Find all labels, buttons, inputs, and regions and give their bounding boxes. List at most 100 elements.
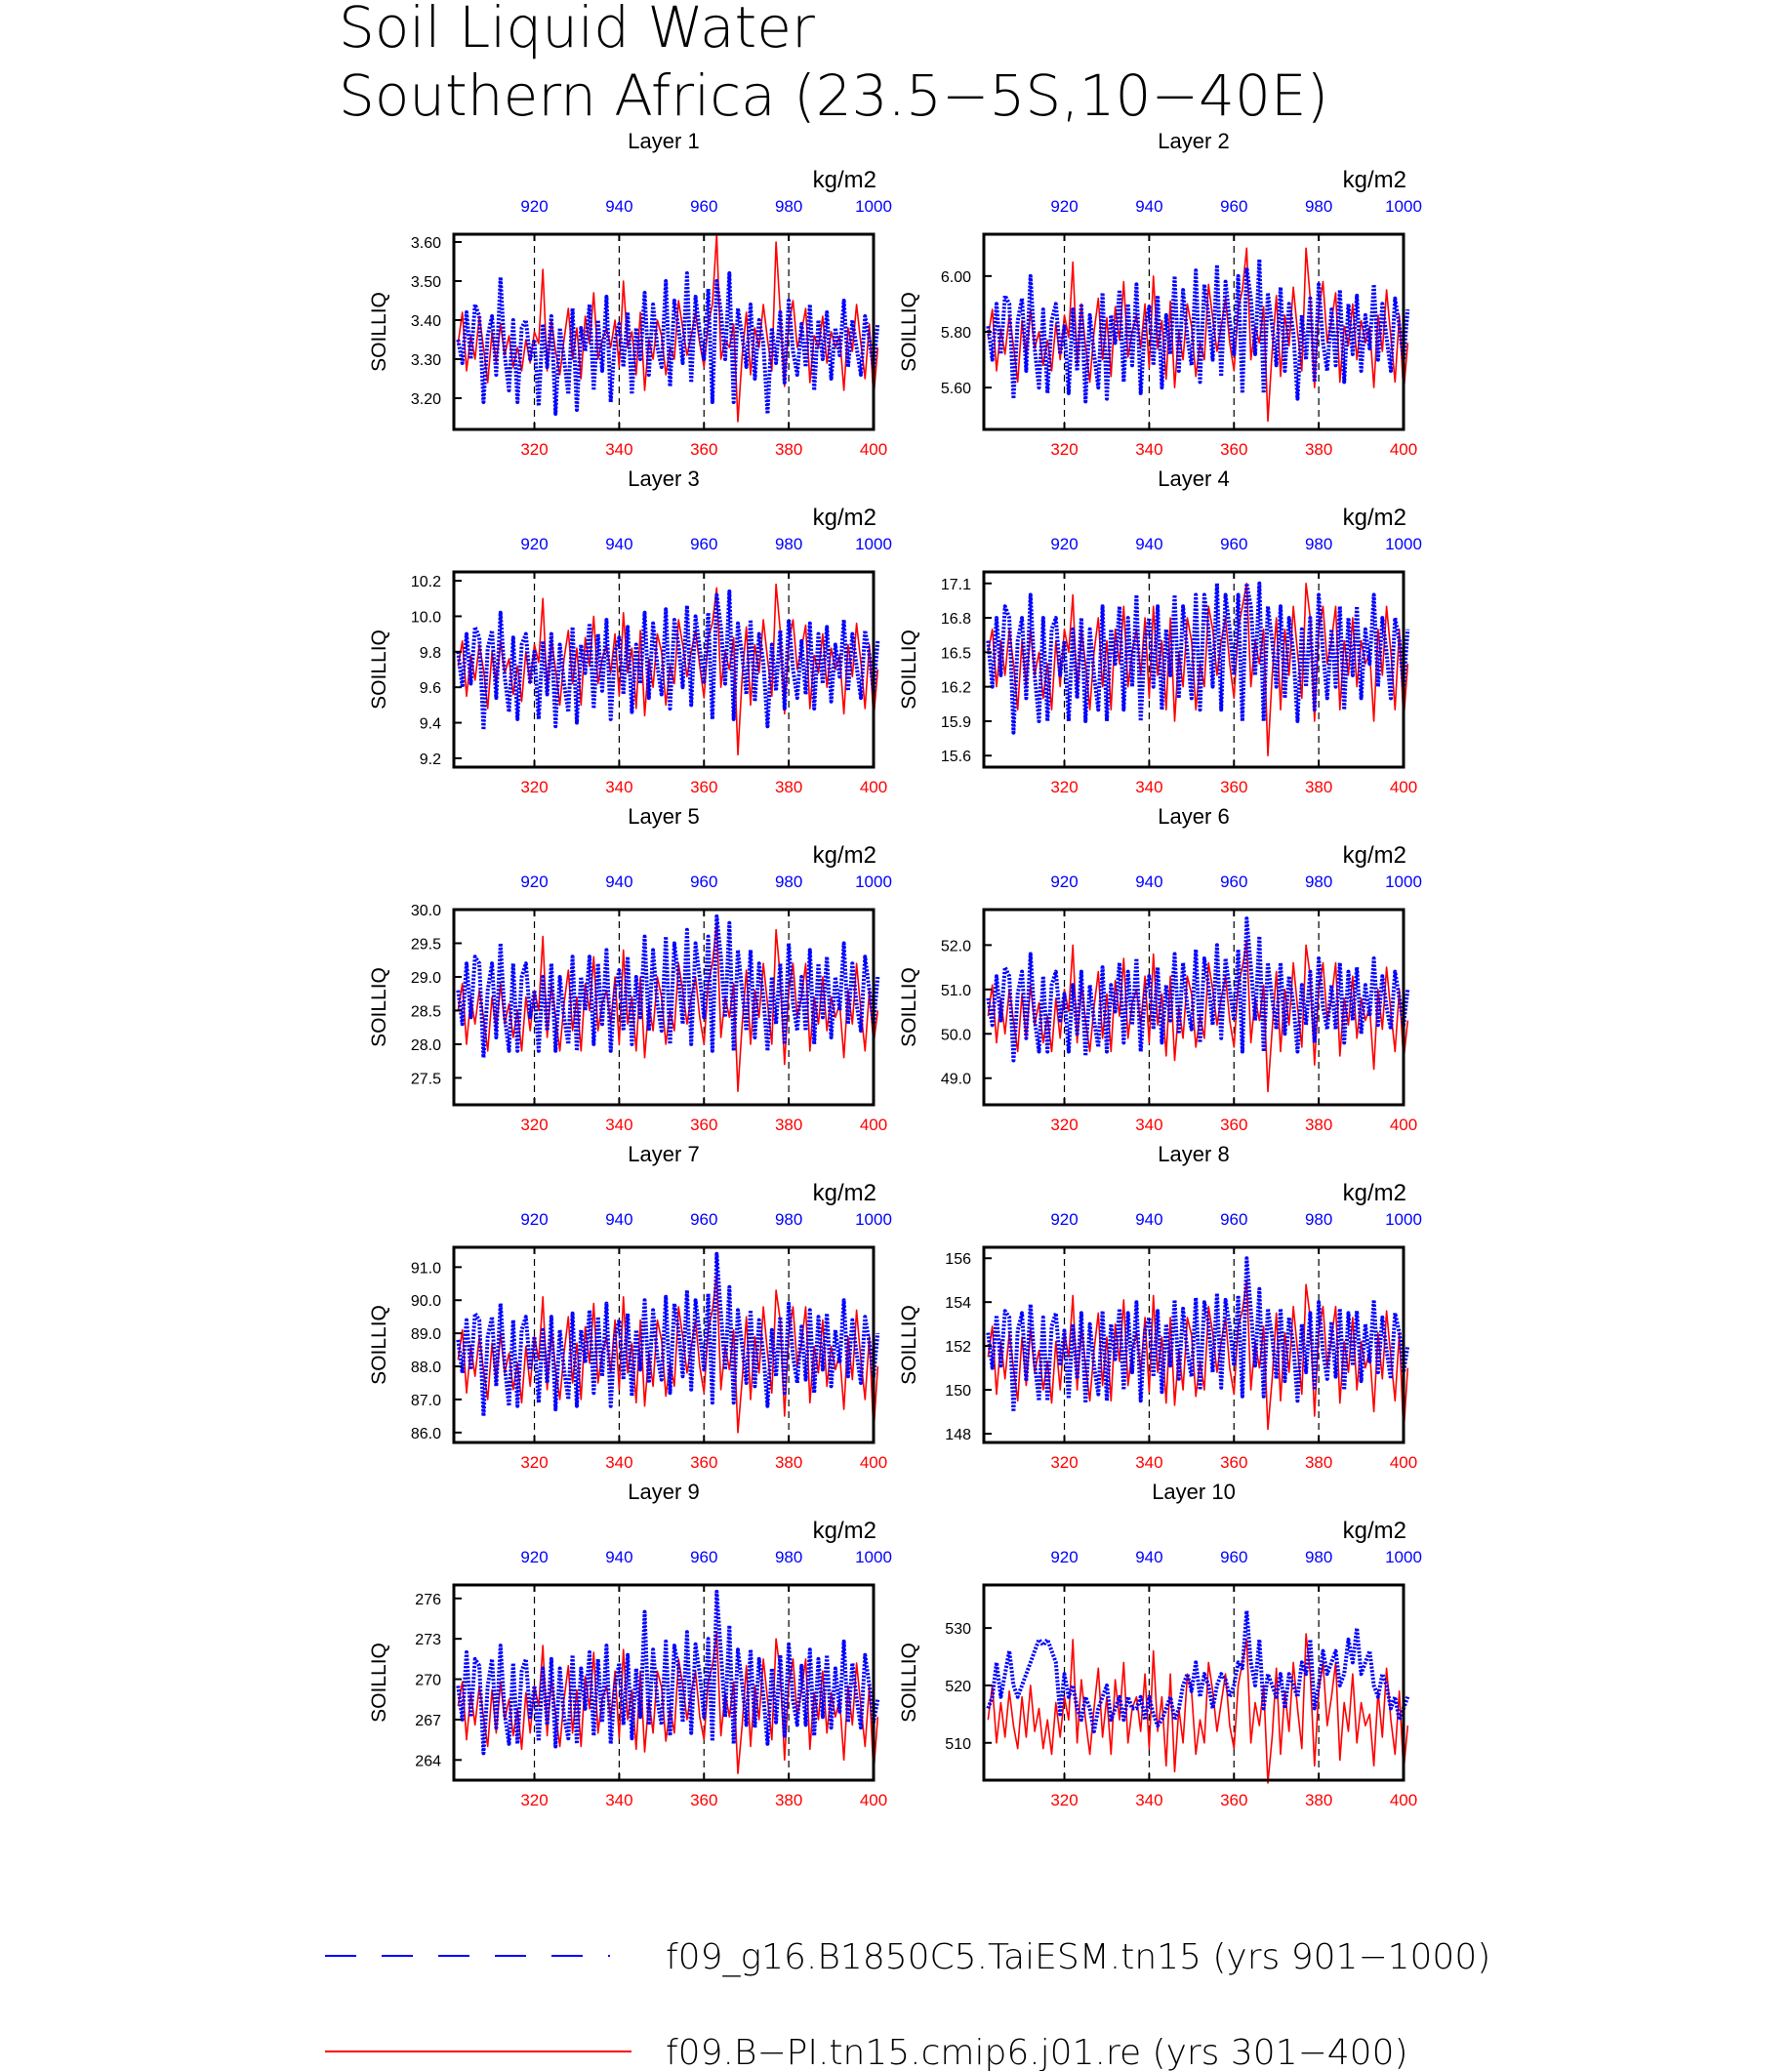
- top-tick-label: 960: [690, 873, 717, 891]
- y-tick-label: 152: [945, 1339, 971, 1356]
- bottom-tick-label: 380: [775, 1453, 802, 1472]
- y-tick-label: 86.0: [411, 1426, 441, 1442]
- y-tick-label: 520: [945, 1679, 971, 1695]
- bottom-tick-label: 360: [690, 1116, 717, 1134]
- bottom-tick-label: 400: [1390, 1453, 1417, 1472]
- y-tick-label: 6.00: [941, 269, 971, 286]
- bottom-tick-label: 400: [860, 778, 887, 796]
- y-tick-label: 154: [945, 1295, 971, 1312]
- series-blue-taiesm: [456, 914, 880, 1060]
- y-axis-label: SOILLIQ: [898, 967, 920, 1047]
- top-tick-label: 980: [775, 1548, 802, 1566]
- panel-layer-9: Layer 9 kg/m2 SOILLIQ 320 340 360 380 400 920 940…: [368, 1480, 892, 1809]
- top-tick-label: 960: [1220, 535, 1247, 553]
- bottom-tick-label: 320: [520, 778, 548, 796]
- top-tick-label: 1000: [1385, 535, 1422, 553]
- panel-layer-7: Layer 7 kg/m2 SOILLIQ 320 340 360 380 400 920 940…: [368, 1142, 892, 1472]
- plot-frame: [982, 1245, 1405, 1444]
- bottom-tick-label: 320: [520, 1791, 548, 1809]
- bottom-tick-label: 340: [605, 778, 632, 796]
- y-tick-label: 16.8: [941, 611, 971, 628]
- plot-frame: [982, 232, 1405, 431]
- panel-title: Layer 10: [1152, 1480, 1236, 1504]
- y-tick-label: 29.0: [411, 970, 441, 987]
- panel-units: kg/m2: [1343, 1518, 1406, 1544]
- top-tick-label: 980: [775, 535, 802, 553]
- y-axis-label: SOILLIQ: [368, 292, 390, 372]
- bottom-tick-label: 380: [1305, 778, 1332, 796]
- series-blue-taiesm: [986, 1256, 1410, 1414]
- bottom-tick-label: 380: [775, 1116, 802, 1134]
- top-tick-label: 1000: [1385, 1210, 1422, 1229]
- top-tick-label: 1000: [855, 535, 892, 553]
- top-tick-label: 940: [605, 873, 632, 891]
- bottom-tick-label: 400: [1390, 1791, 1417, 1809]
- y-tick-label: 50.0: [941, 1027, 971, 1043]
- top-tick-label: 1000: [1385, 1548, 1422, 1566]
- panel-units: kg/m2: [813, 505, 876, 531]
- y-tick-label: 5.80: [941, 325, 971, 342]
- top-tick-label: 920: [1050, 873, 1078, 891]
- y-tick-label: 17.1: [941, 577, 971, 593]
- top-tick-label: 1000: [1385, 197, 1422, 216]
- y-tick-label: 9.2: [420, 751, 441, 768]
- top-tick-label: 920: [520, 197, 548, 216]
- bottom-tick-label: 360: [690, 1453, 717, 1472]
- y-tick-label: 10.2: [411, 574, 441, 590]
- panel-units: kg/m2: [1343, 167, 1406, 193]
- y-tick-label: 264: [415, 1753, 441, 1769]
- bottom-tick-label: 380: [1305, 440, 1332, 459]
- top-tick-label: 960: [1220, 1210, 1247, 1229]
- panel-title: Layer 6: [1158, 804, 1229, 829]
- bottom-tick-label: 320: [1050, 440, 1078, 459]
- top-tick-label: 920: [520, 1548, 548, 1566]
- bottom-tick-label: 320: [520, 440, 548, 459]
- y-tick-label: 51.0: [941, 983, 971, 999]
- y-tick-label: 273: [415, 1632, 441, 1648]
- top-tick-label: 1000: [855, 1548, 892, 1566]
- series-blue-taiesm: [456, 589, 880, 732]
- y-tick-label: 16.5: [941, 645, 971, 662]
- panel-title: Layer 3: [628, 467, 699, 491]
- panel-layer-2: Layer 2 kg/m2 SOILLIQ 320 340 360 380 400 920 940…: [898, 129, 1422, 459]
- panel-units: kg/m2: [813, 1518, 876, 1544]
- plot-frame: [452, 1583, 876, 1782]
- panel-layer-10: Layer 10 kg/m2 SOILLIQ 320 340 360 380 400 920 94…: [898, 1480, 1422, 1809]
- top-tick-label: 920: [1050, 1210, 1078, 1229]
- panel-title: Layer 5: [628, 804, 699, 829]
- bottom-tick-label: 340: [1135, 1453, 1162, 1472]
- bottom-tick-label: 320: [1050, 778, 1078, 796]
- y-tick-label: 9.4: [420, 716, 441, 733]
- series-blue-taiesm: [986, 1608, 1410, 1733]
- legend-label-blue: f09_g16.B1850C5.TaiESM.tn15 (yrs 901−100…: [666, 1937, 1490, 1977]
- y-tick-label: 9.6: [420, 680, 441, 697]
- figure-title-line2: Southern Africa (23.5−5S,10−40E): [339, 62, 1328, 129]
- bottom-tick-label: 340: [605, 1453, 632, 1472]
- top-tick-label: 940: [1135, 1210, 1162, 1229]
- top-tick-label: 920: [1050, 535, 1078, 553]
- bottom-tick-label: 340: [1135, 1116, 1162, 1134]
- plot-frame: [452, 232, 876, 431]
- plot-frame: [452, 1245, 876, 1444]
- top-tick-label: 980: [1305, 197, 1332, 216]
- y-axis-label: SOILLIQ: [898, 629, 920, 710]
- panel-title: Layer 7: [628, 1142, 699, 1166]
- y-axis-label: SOILLIQ: [368, 629, 390, 710]
- panel-layer-4: Layer 4 kg/m2 SOILLIQ 320 340 360 380 400 920 940…: [898, 467, 1422, 796]
- bottom-tick-label: 400: [860, 1791, 887, 1809]
- bottom-tick-label: 360: [1220, 1116, 1247, 1134]
- top-tick-label: 1000: [855, 197, 892, 216]
- bottom-tick-label: 340: [1135, 440, 1162, 459]
- bottom-tick-label: 400: [860, 1116, 887, 1134]
- top-tick-label: 960: [1220, 197, 1247, 216]
- bottom-tick-label: 340: [605, 1116, 632, 1134]
- y-tick-label: 530: [945, 1621, 971, 1638]
- panel-title: Layer 4: [1158, 467, 1229, 491]
- bottom-tick-label: 380: [775, 778, 802, 796]
- y-tick-label: 29.5: [411, 936, 441, 953]
- y-tick-label: 9.8: [420, 645, 441, 662]
- top-tick-label: 960: [690, 197, 717, 216]
- top-tick-label: 960: [1220, 873, 1247, 891]
- top-tick-label: 920: [1050, 1548, 1078, 1566]
- top-tick-label: 980: [775, 873, 802, 891]
